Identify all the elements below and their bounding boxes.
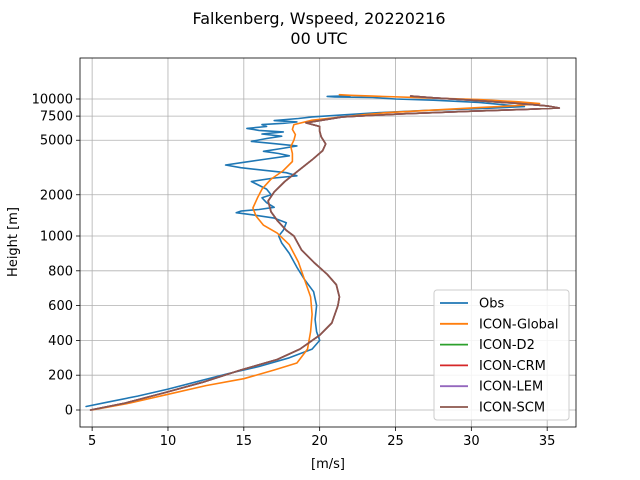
x-tick-label: 35 (539, 434, 556, 449)
series-line-obs (85, 95, 526, 408)
plot-frame (79, 57, 577, 428)
x-tick-label: 10 (160, 434, 177, 449)
x-axis-label: [m/s] (311, 457, 345, 472)
grid-lines (80, 58, 576, 427)
legend-label-icon-d2: ICON-D2 (479, 338, 535, 353)
legend-box (433, 289, 570, 421)
y-tick-label: 7500 (40, 110, 73, 125)
y-tick-label: 1000 (40, 230, 73, 245)
legend-label-icon-scm: ICON-SCM (479, 401, 545, 416)
legend-label-icon-lem: ICON-LEM (479, 380, 543, 395)
legend: Obs ICON-Global ICON-D2 ICON-CRM ICON-LEM ICO… (433, 289, 570, 421)
x-tick-label: 30 (463, 434, 480, 449)
legend-label-obs: Obs (479, 297, 504, 312)
y-tick-label: 400 (48, 334, 73, 349)
y-tick-label: 800 (48, 264, 73, 279)
chart-title-line1: Falkenberg, Wspeed, 20220216 (192, 9, 445, 28)
y-axis-label: Height [m] (6, 207, 21, 277)
axis-ticks: 5 10 15 20 25 30 35 0 200 400 600 800 1000 2000 5000 75… (32, 93, 556, 450)
x-tick-label: 5 (88, 434, 96, 449)
y-tick-label: 600 (48, 299, 73, 314)
series-lines (85, 93, 561, 411)
legend-label-icon-global: ICON-Global (479, 317, 559, 332)
x-tick-label: 20 (311, 434, 328, 449)
x-tick-label: 15 (236, 434, 253, 449)
y-tick-label: 200 (48, 369, 73, 384)
legend-label-icon-crm: ICON-CRM (479, 359, 546, 374)
series-line-icon-global (91, 93, 541, 411)
x-tick-label: 25 (387, 434, 404, 449)
y-tick-label: 10000 (32, 93, 73, 108)
y-tick-label: 0 (65, 404, 73, 419)
chart-title-line2: 00 UTC (290, 29, 347, 48)
y-tick-label: 5000 (40, 134, 73, 149)
series-line-icon-scm (89, 95, 561, 411)
y-tick-label: 2000 (40, 188, 73, 203)
